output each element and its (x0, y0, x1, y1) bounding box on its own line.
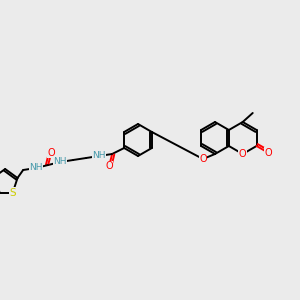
Text: O: O (47, 148, 55, 158)
Text: O: O (239, 149, 247, 159)
Text: O: O (105, 161, 113, 171)
Text: O: O (199, 154, 207, 164)
Text: NH: NH (53, 158, 67, 166)
Text: NH: NH (92, 152, 106, 160)
Text: S: S (10, 188, 16, 197)
Text: NH: NH (29, 164, 43, 172)
Text: O: O (264, 148, 272, 158)
